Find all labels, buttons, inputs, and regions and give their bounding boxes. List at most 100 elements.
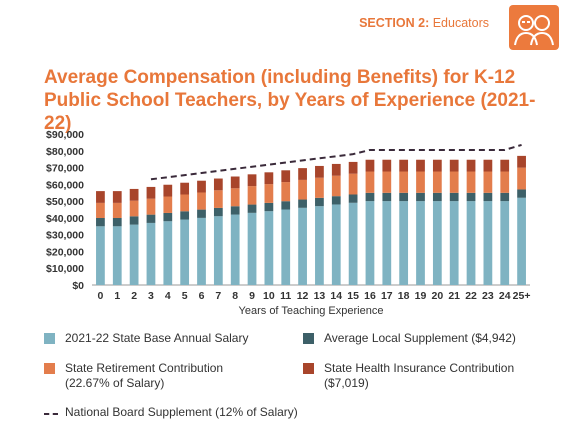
legend-retirement-line1: State Retirement Contribution [65, 361, 224, 375]
bar-segment-2 [331, 196, 341, 205]
bar-segment-3 [416, 171, 425, 193]
y-tick-label: $80,000 [46, 146, 84, 158]
bar-segment-2 [96, 217, 105, 227]
bar-segment-3 [331, 175, 341, 197]
y-tick-label: $0 [72, 280, 84, 292]
x-tick-label: 3 [148, 290, 154, 302]
bar-segment-1 [315, 206, 324, 285]
y-tick-label: $10,000 [46, 263, 84, 275]
bar-segment-1 [163, 221, 173, 285]
bar-segment-3 [281, 182, 291, 202]
legend-label-local-supplement: Average Local Supplement ($4,942) [324, 331, 516, 345]
bar-segment-4 [264, 172, 274, 185]
bar-segment-1 [399, 201, 409, 285]
bar-segment-1 [180, 219, 190, 285]
y-tick-label: $40,000 [46, 213, 84, 225]
x-tick-label: 4 [165, 290, 171, 302]
legend-health-line1: State Health Insurance Contribution [324, 361, 515, 375]
bar-segment-2 [197, 209, 206, 218]
bar-segment-2 [416, 192, 425, 202]
y-tick-label: $70,000 [46, 163, 84, 175]
bar-segment-3 [449, 171, 459, 193]
bar-segment-2 [315, 197, 324, 207]
x-tick-label: 11 [280, 290, 291, 302]
bar-segment-1 [146, 222, 156, 285]
bar-segment-4 [213, 178, 223, 191]
bar-segment-4 [432, 159, 442, 172]
bar-segment-4 [281, 170, 291, 183]
y-tick-label: $30,000 [46, 230, 84, 242]
x-tick-label: 15 [347, 290, 359, 302]
bar-segment-4 [500, 159, 510, 172]
bar-segment-3 [197, 192, 206, 210]
bar-segment-1 [449, 201, 459, 285]
bar-segment-2 [382, 192, 392, 202]
x-tick-label: 18 [398, 290, 410, 302]
legend-swatch-national-board [44, 413, 58, 415]
legend-swatch-retirement [44, 363, 55, 374]
x-tick-label: 22 [465, 290, 477, 302]
bar-segment-2 [399, 192, 409, 202]
bar-segment-3 [230, 188, 240, 207]
bar-segment-4 [112, 191, 122, 203]
bar-segment-3 [348, 173, 358, 195]
x-tick-label: 14 [330, 290, 342, 302]
legend-label-retirement: State Retirement Contribution (22.67% of… [65, 361, 223, 391]
x-tick-label: 6 [199, 290, 205, 302]
bar-segment-2 [348, 194, 358, 203]
bar-segment-2 [483, 192, 493, 202]
x-tick-label: 21 [448, 290, 460, 302]
bar-segment-3 [180, 194, 190, 212]
bar-segment-3 [163, 196, 173, 213]
x-tick-label: 16 [364, 290, 376, 302]
bar-segment-4 [163, 184, 173, 197]
x-tick-label: 17 [381, 290, 393, 302]
bar-segment-1 [331, 204, 341, 285]
section-label: SECTION 2: Educators [359, 16, 489, 30]
bar-segment-1 [416, 201, 425, 285]
x-tick-label: 7 [215, 290, 221, 302]
bar-segment-3 [247, 186, 257, 205]
bar-segment-2 [180, 211, 190, 220]
bar-segment-4 [466, 159, 476, 172]
bar-segment-1 [432, 201, 442, 285]
bar-segment-1 [129, 224, 139, 285]
x-tick-label: 25+ [513, 290, 531, 302]
legend-swatch-local-supplement [303, 333, 314, 344]
chart-title: Average Compensation (including Benefits… [44, 67, 536, 134]
bar-segment-1 [365, 201, 375, 285]
bar-segment-2 [517, 189, 526, 198]
y-tick-label: $90,000 [46, 129, 84, 141]
x-tick-label: 13 [314, 290, 326, 302]
bar-segment-2 [281, 201, 291, 210]
bar-segment-4 [483, 159, 493, 172]
bar-segment-4 [146, 186, 156, 199]
x-tick-label: 9 [249, 290, 255, 302]
y-tick-label: $20,000 [46, 246, 84, 258]
x-tick-label: 5 [182, 290, 188, 302]
bar-segment-2 [112, 217, 122, 227]
bar-segment-3 [399, 171, 409, 193]
legend-health-line2: ($7,019) [324, 376, 369, 390]
bar-segment-3 [365, 171, 375, 193]
bar-segment-2 [500, 192, 510, 202]
bar-segment-4 [517, 155, 526, 168]
bar-segment-1 [483, 201, 493, 285]
y-tick-label: $50,000 [46, 196, 84, 208]
x-tick-label: 8 [232, 290, 238, 302]
x-tick-label: 2 [131, 290, 137, 302]
bar-segment-4 [399, 159, 409, 172]
bar-segment-4 [348, 161, 358, 174]
bar-segment-3 [129, 200, 139, 217]
bar-segment-3 [466, 171, 476, 193]
bar-segment-1 [466, 201, 476, 285]
bar-segment-4 [197, 180, 206, 193]
bar-segment-2 [129, 216, 139, 225]
bar-segment-2 [230, 206, 240, 215]
bar-segment-3 [213, 190, 223, 208]
educators-icon [509, 5, 559, 50]
bar-segment-3 [298, 179, 307, 200]
bar-segment-1 [281, 209, 291, 285]
bar-segment-4 [449, 159, 459, 172]
